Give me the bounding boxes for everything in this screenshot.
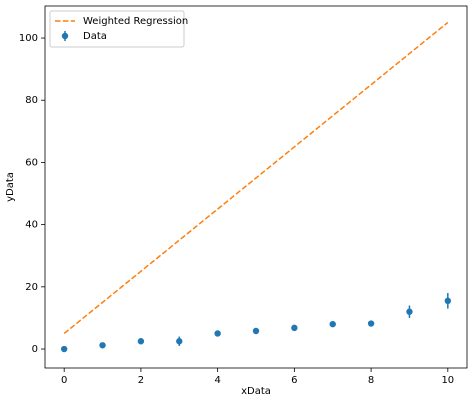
- y-tick-label: 0: [32, 344, 38, 355]
- data-point: [60, 345, 68, 353]
- regression-line: [63, 21, 449, 335]
- data-point: [329, 320, 336, 328]
- data-point: [176, 338, 183, 345]
- data-point: [444, 297, 452, 305]
- x-tick-label: 2: [138, 375, 144, 386]
- data-point: [99, 342, 106, 349]
- x-tick-label: 10: [441, 375, 454, 386]
- x-tick-label: 8: [368, 375, 374, 386]
- x-tick-label: 6: [291, 375, 297, 386]
- plot-frame: [44, 5, 468, 369]
- x-axis-label: xData: [241, 386, 271, 397]
- data-point: [291, 324, 298, 332]
- x-tick-label: 4: [214, 375, 220, 386]
- y-tick-label: 40: [25, 220, 38, 231]
- y-tick-label: 80: [25, 95, 38, 106]
- data-point: [367, 320, 375, 327]
- legend-label: Weighted Regression: [83, 16, 188, 27]
- y-tick-label: 20: [25, 282, 38, 293]
- y-axis-label: yData: [5, 172, 16, 202]
- y-tick-label: 60: [25, 157, 38, 168]
- y-tick-label: 100: [19, 33, 38, 44]
- data-point: [406, 308, 413, 315]
- data-point: [214, 330, 221, 337]
- data-point: [137, 338, 145, 345]
- legend-marker: [61, 32, 69, 40]
- x-tick-label: 0: [61, 375, 67, 386]
- data-point: [252, 327, 260, 335]
- legend-box: [49, 10, 185, 48]
- legend-label: Data: [83, 31, 107, 42]
